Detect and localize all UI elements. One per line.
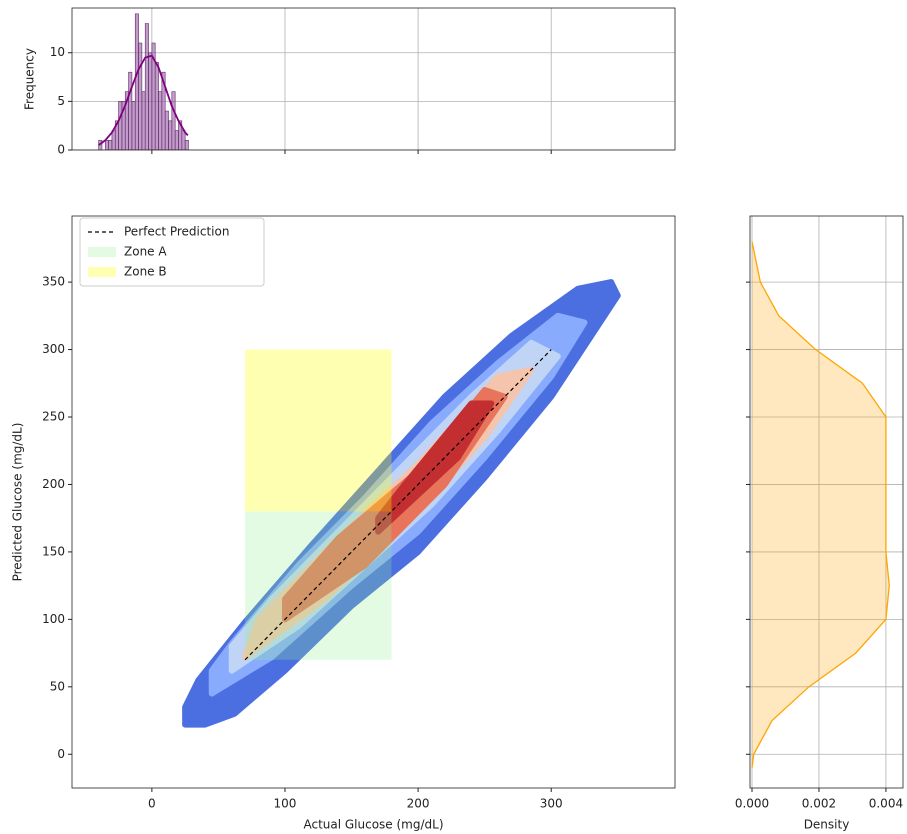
bar <box>118 101 123 150</box>
kde-line <box>98 54 189 146</box>
plot-area <box>72 8 675 150</box>
bar <box>108 139 113 150</box>
y-tick-label: 100 <box>42 612 65 626</box>
y-tick-label: 150 <box>42 544 65 558</box>
reference-line <box>244 349 552 661</box>
contour <box>375 400 495 535</box>
zone <box>245 511 392 660</box>
bar <box>141 91 146 150</box>
bar <box>154 62 159 150</box>
x-axis-label: Density <box>804 818 850 832</box>
legend-box <box>79 217 265 287</box>
y-tick-label: 5 <box>57 94 65 108</box>
bar <box>171 91 176 150</box>
bar <box>174 130 179 150</box>
plot-area <box>182 279 621 728</box>
bar <box>181 130 186 150</box>
density-area <box>752 241 890 768</box>
bar <box>164 110 169 150</box>
y-axis-label: Predicted Glucose (mg/dL) <box>11 423 25 582</box>
y-tick-label: 10 <box>50 45 65 59</box>
legend-label: Perfect Prediction <box>124 225 229 239</box>
plot-area <box>750 216 903 788</box>
x-tick-label: 0.000 <box>735 797 769 811</box>
legend-patch <box>88 267 116 277</box>
legend-label: Zone B <box>124 265 167 279</box>
x-tick-label: 100 <box>274 797 297 811</box>
bar <box>158 91 163 150</box>
bar <box>111 130 116 150</box>
bar <box>128 71 133 150</box>
bar <box>131 101 136 150</box>
bar <box>148 52 153 150</box>
bar <box>138 42 143 150</box>
bar <box>104 139 109 150</box>
legend-patch <box>88 247 116 257</box>
legend-label: Zone A <box>124 245 167 259</box>
axes-frame <box>749 215 904 789</box>
x-tick-label: 200 <box>407 797 430 811</box>
y-tick-label: 350 <box>42 275 65 289</box>
y-tick-label: 300 <box>42 342 65 356</box>
bar <box>144 23 149 150</box>
y-tick-label: 0 <box>57 143 65 157</box>
y-tick-label: 0 <box>57 747 65 761</box>
axes-frame <box>71 215 676 789</box>
axes-frame <box>71 7 676 151</box>
bar <box>184 139 189 150</box>
density-line <box>751 241 890 768</box>
x-tick-label: 300 <box>540 797 563 811</box>
zone <box>245 349 392 512</box>
bar <box>168 120 173 150</box>
x-axis-label: Actual Glucose (mg/dL) <box>303 818 443 832</box>
y-tick-label: 250 <box>42 410 65 424</box>
x-tick-label: 0 <box>148 797 156 811</box>
x-tick-label: 0.004 <box>869 797 903 811</box>
y-tick-label: 50 <box>50 679 65 693</box>
y-axis-label: Frequency <box>23 48 37 110</box>
bar <box>134 13 139 150</box>
y-tick-label: 200 <box>42 477 65 491</box>
x-tick-label: 0.002 <box>802 797 836 811</box>
